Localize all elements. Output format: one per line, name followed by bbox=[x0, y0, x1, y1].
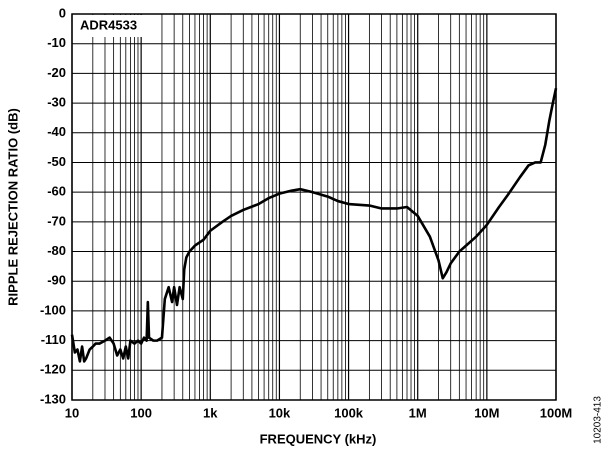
y-tick-label: -80 bbox=[47, 243, 66, 258]
x-tick-label: 100M bbox=[540, 405, 573, 420]
plot bbox=[70, 87, 558, 363]
x-tick-label: 10k bbox=[269, 405, 291, 420]
x-tick-label: 100 bbox=[130, 405, 152, 420]
y-axis-label: RIPPLE REJECTION RATIO (dB) bbox=[5, 108, 20, 306]
y-tick-label: -120 bbox=[40, 362, 66, 377]
y-tick-label: -40 bbox=[47, 124, 66, 139]
x-tick-label: 1k bbox=[203, 405, 218, 420]
x-axis-label: FREQUENCY (kHz) bbox=[260, 431, 377, 446]
figure-id: 10203-413 bbox=[593, 396, 604, 444]
y-tick-label: -50 bbox=[47, 154, 66, 169]
annotation-box bbox=[73, 15, 151, 37]
annotation: ADR4533 bbox=[80, 17, 137, 32]
grid bbox=[71, 13, 557, 401]
y-tick-label: -60 bbox=[47, 184, 66, 199]
y-tick-label: -110 bbox=[41, 332, 66, 347]
y-tick-label: -20 bbox=[47, 65, 66, 80]
x-tick-label: 10M bbox=[474, 405, 499, 420]
y-tick-label: -100 bbox=[40, 302, 66, 317]
plot-frame bbox=[71, 13, 557, 401]
y-tick-label: -30 bbox=[47, 95, 66, 110]
y-tick-label: -10 bbox=[47, 35, 66, 50]
x-tick-label: 100k bbox=[334, 405, 364, 420]
y-tick-label: 0 bbox=[59, 5, 66, 20]
y-tick-label: -90 bbox=[47, 273, 66, 288]
x-tick-label: 1M bbox=[409, 405, 427, 420]
y-tick-label: -70 bbox=[47, 213, 66, 228]
y-tick-label: -130 bbox=[40, 391, 66, 406]
x-tick-label: 10 bbox=[65, 405, 79, 420]
data-line bbox=[70, 87, 558, 363]
